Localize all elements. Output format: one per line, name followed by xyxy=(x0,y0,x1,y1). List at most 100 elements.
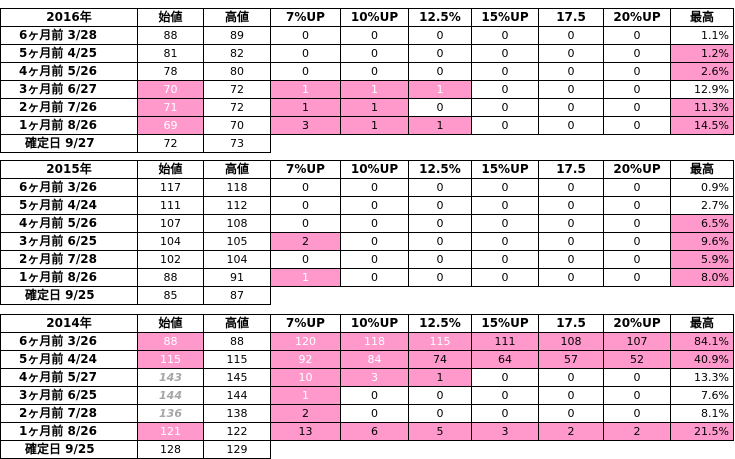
cell: 52 xyxy=(603,350,671,369)
cell: 0 xyxy=(340,26,409,45)
cell: 0 xyxy=(603,250,671,269)
cell-max: 5.9% xyxy=(670,250,734,269)
col-15up: 15%UP xyxy=(471,314,539,333)
cell: 138 xyxy=(203,404,271,423)
cell: 0 xyxy=(538,404,604,423)
cell: 0 xyxy=(538,80,604,99)
cell: 0 xyxy=(471,404,539,423)
cell: 0 xyxy=(603,62,671,81)
cell: 0 xyxy=(603,268,671,287)
cell-max: 14.5% xyxy=(670,116,734,135)
cell: 104 xyxy=(137,232,204,251)
cell: 0 xyxy=(408,214,472,233)
cell-max: 2.7% xyxy=(670,196,734,215)
row-label: 6ヶ月前 3/28 xyxy=(0,26,138,45)
cell: 0 xyxy=(603,214,671,233)
col-20up: 20%UP xyxy=(603,160,671,179)
col-7up: 7%UP xyxy=(270,314,341,333)
cell: 0 xyxy=(603,44,671,63)
cell: 0 xyxy=(603,404,671,423)
col-open: 始値 xyxy=(137,314,204,333)
cell: 0 xyxy=(538,98,604,117)
row-label: 2ヶ月前 7/28 xyxy=(0,250,138,269)
cell: 0 xyxy=(538,268,604,287)
cell: 1 xyxy=(270,98,341,117)
empty-area xyxy=(271,287,734,305)
cell: 0 xyxy=(471,232,539,251)
cell: 102 xyxy=(137,250,204,269)
year-label: 2015年 xyxy=(0,160,138,179)
cell: 84 xyxy=(340,350,409,369)
cell-max: 1.1% xyxy=(670,26,734,45)
cell: 0 xyxy=(603,80,671,99)
col-15up: 15%UP xyxy=(471,160,539,179)
cell: 0 xyxy=(603,386,671,405)
cell: 0 xyxy=(408,250,472,269)
cell: 136 xyxy=(137,404,204,423)
cell: 0 xyxy=(270,178,341,197)
row-label: 3ヶ月前 6/25 xyxy=(0,232,138,251)
row-label: 3ヶ月前 6/25 xyxy=(0,386,138,405)
cell: 0 xyxy=(471,196,539,215)
cell: 72 xyxy=(137,134,204,153)
cell: 6 xyxy=(340,422,409,441)
col-17-5: 17.5 xyxy=(538,8,604,27)
cell: 145 xyxy=(203,368,271,387)
cell: 111 xyxy=(137,196,204,215)
cell: 0 xyxy=(270,214,341,233)
cell: 0 xyxy=(408,178,472,197)
cell: 0 xyxy=(538,116,604,135)
cell: 144 xyxy=(137,386,204,405)
col-max: 最高 xyxy=(670,314,734,333)
cell: 121 xyxy=(137,422,204,441)
cell: 73 xyxy=(203,134,271,153)
cell: 118 xyxy=(340,332,409,351)
row-label: 5ヶ月前 4/25 xyxy=(0,44,138,63)
col-7up: 7%UP xyxy=(270,8,341,27)
cell: 0 xyxy=(408,232,472,251)
cell: 78 xyxy=(137,62,204,81)
cell: 0 xyxy=(340,250,409,269)
cell: 1 xyxy=(340,116,409,135)
cell: 118 xyxy=(203,178,271,197)
cell: 0 xyxy=(408,386,472,405)
cell: 0 xyxy=(538,196,604,215)
cell: 70 xyxy=(203,116,271,135)
cell: 0 xyxy=(408,404,472,423)
col-20up: 20%UP xyxy=(603,8,671,27)
cell: 0 xyxy=(603,178,671,197)
cell: 3 xyxy=(471,422,539,441)
cell: 0 xyxy=(603,196,671,215)
col-12-5: 12.5% xyxy=(408,160,472,179)
cell-max: 13.3% xyxy=(670,368,734,387)
cell: 0 xyxy=(603,26,671,45)
cell-max: 84.1% xyxy=(670,332,734,351)
cell: 104 xyxy=(203,250,271,269)
cell: 0 xyxy=(471,116,539,135)
cell: 74 xyxy=(408,350,472,369)
cell: 13 xyxy=(270,422,341,441)
cell: 108 xyxy=(203,214,271,233)
cell: 88 xyxy=(203,332,271,351)
cell: 72 xyxy=(203,98,271,117)
cell-max: 12.9% xyxy=(670,80,734,99)
year-label: 2016年 xyxy=(0,8,138,27)
table-row: 4ヶ月前 5/26 78 80 0 0 0 0 0 0 2.6% xyxy=(0,62,734,81)
cell: 120 xyxy=(270,332,341,351)
cell: 0 xyxy=(340,196,409,215)
cell: 0 xyxy=(471,62,539,81)
cell-max: 40.9% xyxy=(670,350,734,369)
cell: 115 xyxy=(408,332,472,351)
empty-area xyxy=(271,135,734,153)
table-row: 2ヶ月前 7/28 102 104 0 0 0 0 0 0 5.9% xyxy=(0,250,734,269)
cell: 1 xyxy=(270,268,341,287)
cell-max: 8.0% xyxy=(670,268,734,287)
cell-max: 0.9% xyxy=(670,178,734,197)
cell: 2 xyxy=(270,404,341,423)
row-label: 6ヶ月前 3/26 xyxy=(0,332,138,351)
cell: 0 xyxy=(340,214,409,233)
cell: 0 xyxy=(603,98,671,117)
cell: 71 xyxy=(137,98,204,117)
col-open: 始値 xyxy=(137,8,204,27)
cell: 0 xyxy=(408,196,472,215)
